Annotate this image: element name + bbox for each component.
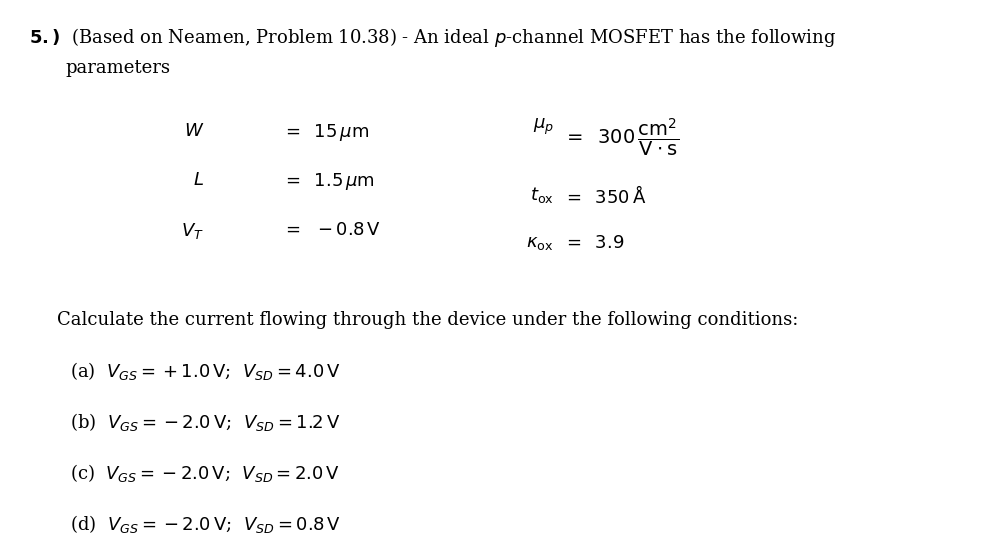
Text: (a)  $V_{GS} = +1.0\,\mathrm{V}$;  $V_{SD} = 4.0\,\mathrm{V}$: (a) $V_{GS} = +1.0\,\mathrm{V}$; $V_{SD}…: [70, 360, 341, 382]
Text: (b)  $V_{GS} = -2.0\,\mathrm{V}$;  $V_{SD} = 1.2\,\mathrm{V}$: (b) $V_{GS} = -2.0\,\mathrm{V}$; $V_{SD}…: [70, 412, 341, 434]
Text: $= \;\; 15\,\mu\mathrm{m}$: $= \;\; 15\,\mu\mathrm{m}$: [283, 122, 370, 143]
Text: $\mathbf{5.)}$  (Based on Neamen, Problem 10.38) - An ideal $p$-channel MOSFET h: $\mathbf{5.)}$ (Based on Neamen, Problem…: [29, 26, 836, 49]
Text: parameters: parameters: [66, 59, 171, 77]
Text: $\kappa_{\mathrm{ox}}$: $\kappa_{\mathrm{ox}}$: [527, 234, 554, 252]
Text: (c)  $V_{GS} = -2.0\,\mathrm{V}$;  $V_{SD} = 2.0\,\mathrm{V}$: (c) $V_{GS} = -2.0\,\mathrm{V}$; $V_{SD}…: [70, 462, 341, 484]
Text: $=\;\;350\,\mathrm{\AA}$: $=\;\;350\,\mathrm{\AA}$: [563, 185, 646, 207]
Text: $= \;\; 1.5\,\mu\mathrm{m}$: $= \;\; 1.5\,\mu\mathrm{m}$: [283, 171, 375, 192]
Text: (d)  $V_{GS} = -2.0\,\mathrm{V}$;  $V_{SD} = 0.8\,\mathrm{V}$: (d) $V_{GS} = -2.0\,\mathrm{V}$; $V_{SD}…: [70, 514, 342, 536]
Text: $V_T$: $V_T$: [181, 221, 204, 241]
Text: $\mu_p$: $\mu_p$: [533, 116, 554, 137]
Text: $=\;\;3.9$: $=\;\;3.9$: [563, 234, 624, 252]
Text: $W$: $W$: [184, 122, 204, 140]
Text: $t_{\mathrm{ox}}$: $t_{\mathrm{ox}}$: [530, 185, 554, 205]
Text: Calculate the current flowing through the device under the following conditions:: Calculate the current flowing through th…: [56, 311, 798, 329]
Text: $= \;\; -0.8\,\mathrm{V}$: $= \;\; -0.8\,\mathrm{V}$: [283, 221, 381, 239]
Text: $=\;\;300\,\dfrac{\mathrm{cm}^2}{\mathrm{V \cdot s}}$: $=\;\;300\,\dfrac{\mathrm{cm}^2}{\mathrm…: [563, 116, 679, 159]
Text: $L$: $L$: [193, 171, 204, 190]
